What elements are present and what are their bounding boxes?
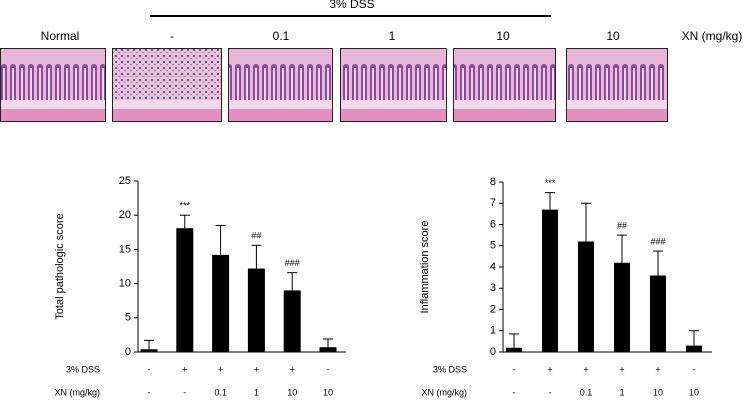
row-value: + (619, 364, 624, 374)
submucosa (113, 100, 221, 109)
bar (176, 228, 194, 352)
row-value: - (513, 387, 516, 397)
bar (686, 345, 702, 352)
significance-label: ## (251, 231, 261, 241)
y-tick-label: 1 (490, 325, 496, 337)
row-value: 0.1 (214, 387, 227, 397)
bar (542, 209, 558, 352)
row-value: + (583, 364, 588, 374)
row-value: + (182, 364, 187, 374)
bar (319, 347, 337, 352)
row-label: 3% DSS (433, 364, 467, 374)
y-tick-label: 10 (119, 278, 131, 290)
row-value: + (655, 364, 660, 374)
row-value: 10 (323, 387, 333, 397)
y-tick-label: 6 (490, 218, 496, 230)
muscle-layer (567, 109, 667, 121)
y-tick-label: 2 (490, 303, 496, 315)
row-value: 1 (254, 387, 259, 397)
muscle-layer (1, 109, 105, 121)
row-value: 10 (689, 387, 699, 397)
significance-label: *** (180, 201, 191, 211)
row-value: - (693, 364, 696, 374)
y-tick-label: 7 (490, 197, 496, 209)
row-value: - (183, 387, 186, 397)
submucosa (567, 100, 667, 109)
muscle-layer (454, 109, 555, 121)
y-tick-label: 20 (119, 209, 131, 221)
row-value: 0.1 (580, 387, 593, 397)
y-tick-label: 8 (490, 176, 496, 188)
row-value: 10 (653, 387, 663, 397)
row-label: XN (mg/kg) (54, 387, 100, 397)
row-value: - (148, 364, 151, 374)
column-label: 10 (496, 29, 510, 43)
muscle-layer (113, 109, 221, 121)
y-tick-label: 3 (490, 282, 496, 294)
row-value: - (327, 364, 330, 374)
row-value: - (549, 387, 552, 397)
submucosa (454, 100, 555, 109)
column-label: 10 (606, 29, 620, 43)
bar (140, 349, 158, 352)
y-tick-label: 5 (125, 312, 131, 324)
row-value: + (290, 364, 295, 374)
y-tick-label: 0 (490, 346, 496, 358)
column-label: - (170, 29, 174, 43)
group-label: 3% DSS (329, 0, 374, 11)
y-tick-label: 0 (125, 346, 131, 358)
row-value: - (513, 364, 516, 374)
row-label: XN (mg/kg) (421, 387, 467, 397)
bar (283, 290, 301, 352)
significance-label: ## (617, 221, 627, 231)
muscle-layer (341, 109, 446, 121)
bar (212, 254, 230, 352)
bar (506, 347, 522, 352)
bar (614, 262, 630, 352)
y-axis-title: Inflammation score (419, 221, 431, 314)
row-value: 10 (287, 387, 297, 397)
submucosa (341, 100, 446, 109)
bar (578, 241, 594, 352)
submucosa (1, 100, 105, 109)
bar (247, 268, 265, 352)
significance-label: ### (650, 236, 665, 246)
row-value: + (218, 364, 223, 374)
row-value: 1 (619, 387, 624, 397)
column-label: 0.1 (273, 29, 290, 43)
column-label: 1 (389, 29, 396, 43)
significance-label: ### (285, 258, 300, 268)
y-axis-title: Total pathologic score (54, 213, 66, 319)
significance-label: *** (545, 178, 556, 188)
row-value: - (148, 387, 151, 397)
bar (650, 275, 666, 352)
y-tick-label: 4 (490, 261, 496, 273)
row-value: + (547, 364, 552, 374)
unit-label: XN (mg/kg) (682, 29, 743, 43)
submucosa (229, 100, 332, 109)
y-tick-label: 25 (119, 175, 131, 187)
muscle-layer (229, 109, 332, 121)
y-tick-label: 15 (119, 243, 131, 255)
row-value: + (254, 364, 259, 374)
row-label: 3% DSS (66, 364, 100, 374)
column-label: Normal (41, 29, 80, 43)
y-tick-label: 5 (490, 240, 496, 252)
